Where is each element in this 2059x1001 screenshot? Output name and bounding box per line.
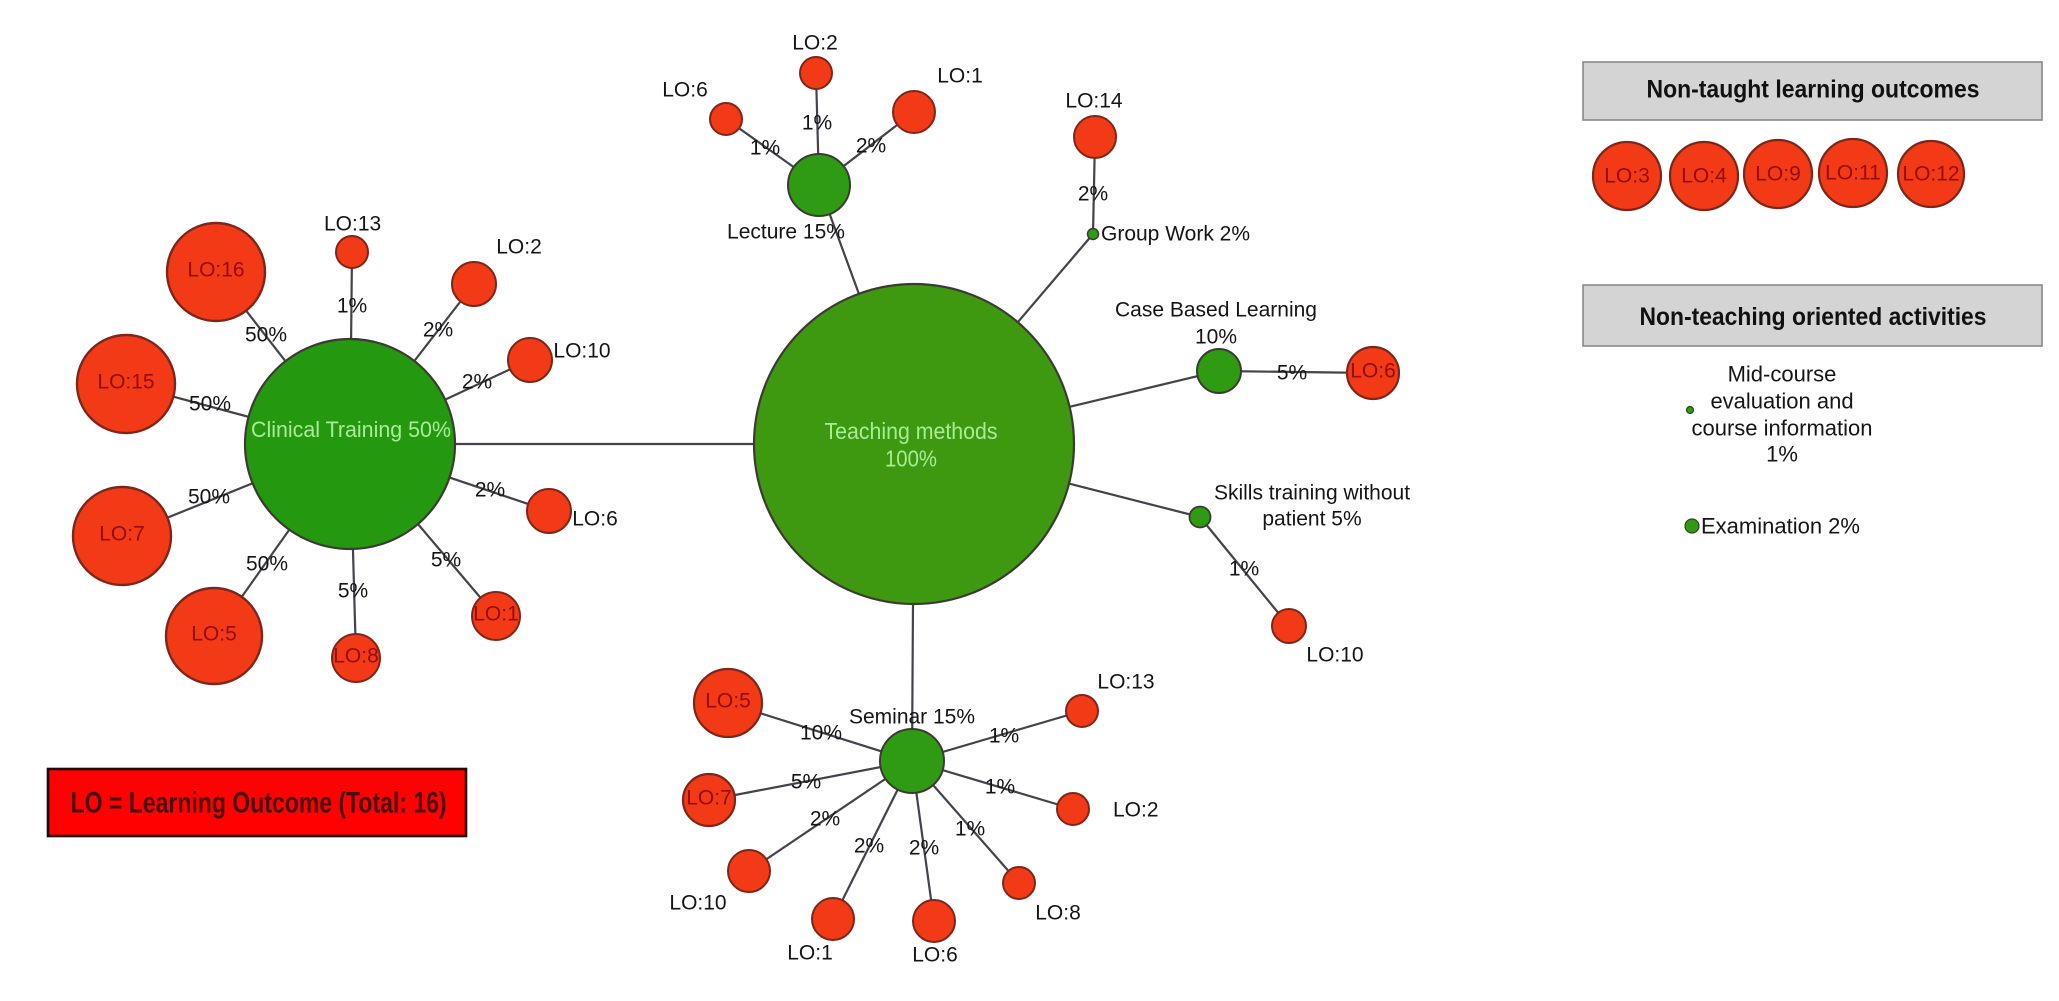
svg-text:LO:1: LO:1 xyxy=(787,942,833,965)
svg-text:1%: 1% xyxy=(985,776,1015,799)
svg-text:LO:2: LO:2 xyxy=(1113,799,1159,822)
svg-text:LO:5: LO:5 xyxy=(191,623,237,646)
svg-text:LO:14: LO:14 xyxy=(1065,90,1123,113)
svg-text:50%: 50% xyxy=(245,324,287,347)
svg-text:course information: course information xyxy=(1692,416,1873,441)
svg-text:1%: 1% xyxy=(337,295,367,318)
svg-text:LO:16: LO:16 xyxy=(187,259,244,282)
svg-text:LO:9: LO:9 xyxy=(1755,163,1801,186)
svg-text:patient 5%: patient 5% xyxy=(1262,508,1361,531)
svg-text:5%: 5% xyxy=(791,771,821,794)
svg-text:LO:8: LO:8 xyxy=(333,645,379,668)
svg-text:Examination 2%: Examination 2% xyxy=(1701,514,1860,539)
svg-text:LO:13: LO:13 xyxy=(1097,671,1154,694)
svg-text:10%: 10% xyxy=(800,722,842,745)
svg-text:1%: 1% xyxy=(989,725,1019,748)
svg-text:2%: 2% xyxy=(810,808,840,831)
svg-text:Non-taught learning outcomes: Non-taught learning outcomes xyxy=(1647,76,1980,104)
svg-text:10%: 10% xyxy=(1195,326,1237,349)
svg-text:LO = Learning Outcome (Total:: LO = Learning Outcome (Total: 16) xyxy=(71,787,447,820)
svg-text:LO:3: LO:3 xyxy=(1604,165,1650,188)
svg-text:Seminar 15%: Seminar 15% xyxy=(849,706,975,729)
svg-text:LO:11: LO:11 xyxy=(1825,162,1881,185)
svg-text:LO:12: LO:12 xyxy=(1902,163,1959,186)
svg-text:Skills training without: Skills training without xyxy=(1214,482,1410,505)
svg-text:1%: 1% xyxy=(1766,442,1798,467)
svg-text:LO:6: LO:6 xyxy=(572,508,618,531)
svg-text:50%: 50% xyxy=(188,486,230,509)
svg-text:LO:15: LO:15 xyxy=(97,371,154,394)
svg-text:50%: 50% xyxy=(246,553,288,576)
svg-text:LO:6: LO:6 xyxy=(662,79,708,102)
svg-text:5%: 5% xyxy=(1277,362,1307,385)
svg-text:LO:10: LO:10 xyxy=(669,892,726,915)
svg-text:LO:6: LO:6 xyxy=(912,944,958,967)
svg-text:evaluation and: evaluation and xyxy=(1710,389,1853,414)
svg-text:Non-teaching oriented activiti: Non-teaching oriented activities xyxy=(1640,303,1987,331)
svg-text:2%: 2% xyxy=(462,371,492,394)
svg-text:2%: 2% xyxy=(854,835,884,858)
svg-text:Teaching methods: Teaching methods xyxy=(825,418,998,444)
svg-text:LO:13: LO:13 xyxy=(324,213,381,236)
svg-text:Case Based Learning: Case Based Learning xyxy=(1115,299,1317,322)
svg-text:2%: 2% xyxy=(475,479,505,502)
svg-text:Lecture 15%: Lecture 15% xyxy=(727,221,845,244)
svg-text:LO:7: LO:7 xyxy=(99,523,145,546)
svg-text:LO:7: LO:7 xyxy=(686,787,732,810)
svg-text:1%: 1% xyxy=(1229,558,1259,581)
svg-text:LO:8: LO:8 xyxy=(1035,902,1081,925)
svg-text:Clinical Training 50%: Clinical Training 50% xyxy=(251,417,451,442)
svg-text:2%: 2% xyxy=(1078,183,1108,206)
svg-text:LO:1: LO:1 xyxy=(473,603,519,626)
svg-text:LO:5: LO:5 xyxy=(705,690,751,713)
svg-text:LO:6: LO:6 xyxy=(1350,360,1396,383)
svg-text:LO:10: LO:10 xyxy=(1306,644,1363,667)
svg-text:2%: 2% xyxy=(423,319,453,342)
svg-text:5%: 5% xyxy=(431,549,461,572)
svg-text:2%: 2% xyxy=(909,837,939,860)
svg-text:LO:10: LO:10 xyxy=(553,340,610,363)
svg-text:1%: 1% xyxy=(802,112,832,135)
svg-text:1%: 1% xyxy=(750,137,780,160)
svg-text:5%: 5% xyxy=(338,580,368,603)
svg-text:Group Work 2%: Group Work 2% xyxy=(1101,223,1250,246)
svg-text:1%: 1% xyxy=(955,818,985,841)
svg-text:LO:2: LO:2 xyxy=(496,236,542,259)
svg-text:Mid-course: Mid-course xyxy=(1728,362,1837,387)
svg-text:LO:1: LO:1 xyxy=(937,65,983,88)
svg-text:LO:4: LO:4 xyxy=(1681,165,1727,188)
svg-text:2%: 2% xyxy=(856,135,886,158)
svg-text:100%: 100% xyxy=(885,446,937,472)
svg-text:50%: 50% xyxy=(189,393,231,416)
svg-text:LO:2: LO:2 xyxy=(792,32,838,55)
